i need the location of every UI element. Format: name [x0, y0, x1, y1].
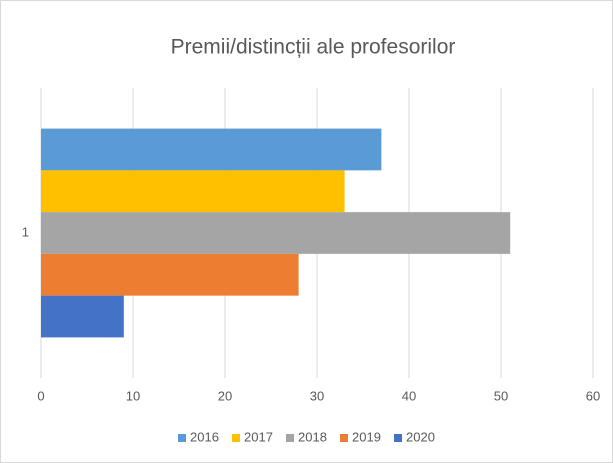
legend-swatch [340, 434, 348, 442]
legend-swatch [232, 434, 240, 442]
bar [41, 128, 382, 171]
x-tick-label: 60 [586, 388, 600, 403]
legend-label: 2017 [244, 429, 273, 444]
legend-swatch [178, 434, 186, 442]
legend-swatch [286, 434, 294, 442]
bar [41, 295, 124, 338]
chart-title: Premii/distincții ale profesorilor [171, 36, 456, 59]
x-tick-label: 10 [126, 388, 140, 403]
legend-label: 2016 [190, 429, 219, 444]
bar [41, 212, 511, 254]
legend-swatch [394, 434, 402, 442]
legend-label: 2020 [406, 429, 435, 444]
legend-label: 2018 [298, 429, 327, 444]
x-tick-label: 50 [494, 388, 508, 403]
x-tick-label: 40 [402, 388, 416, 403]
y-tick-label: 1 [22, 224, 29, 239]
x-tick-label: 30 [310, 388, 324, 403]
x-tick-label: 20 [218, 388, 232, 403]
legend-label: 2019 [352, 429, 381, 444]
x-tick-label: 0 [37, 388, 44, 403]
bar [41, 253, 299, 296]
bar [41, 170, 345, 213]
